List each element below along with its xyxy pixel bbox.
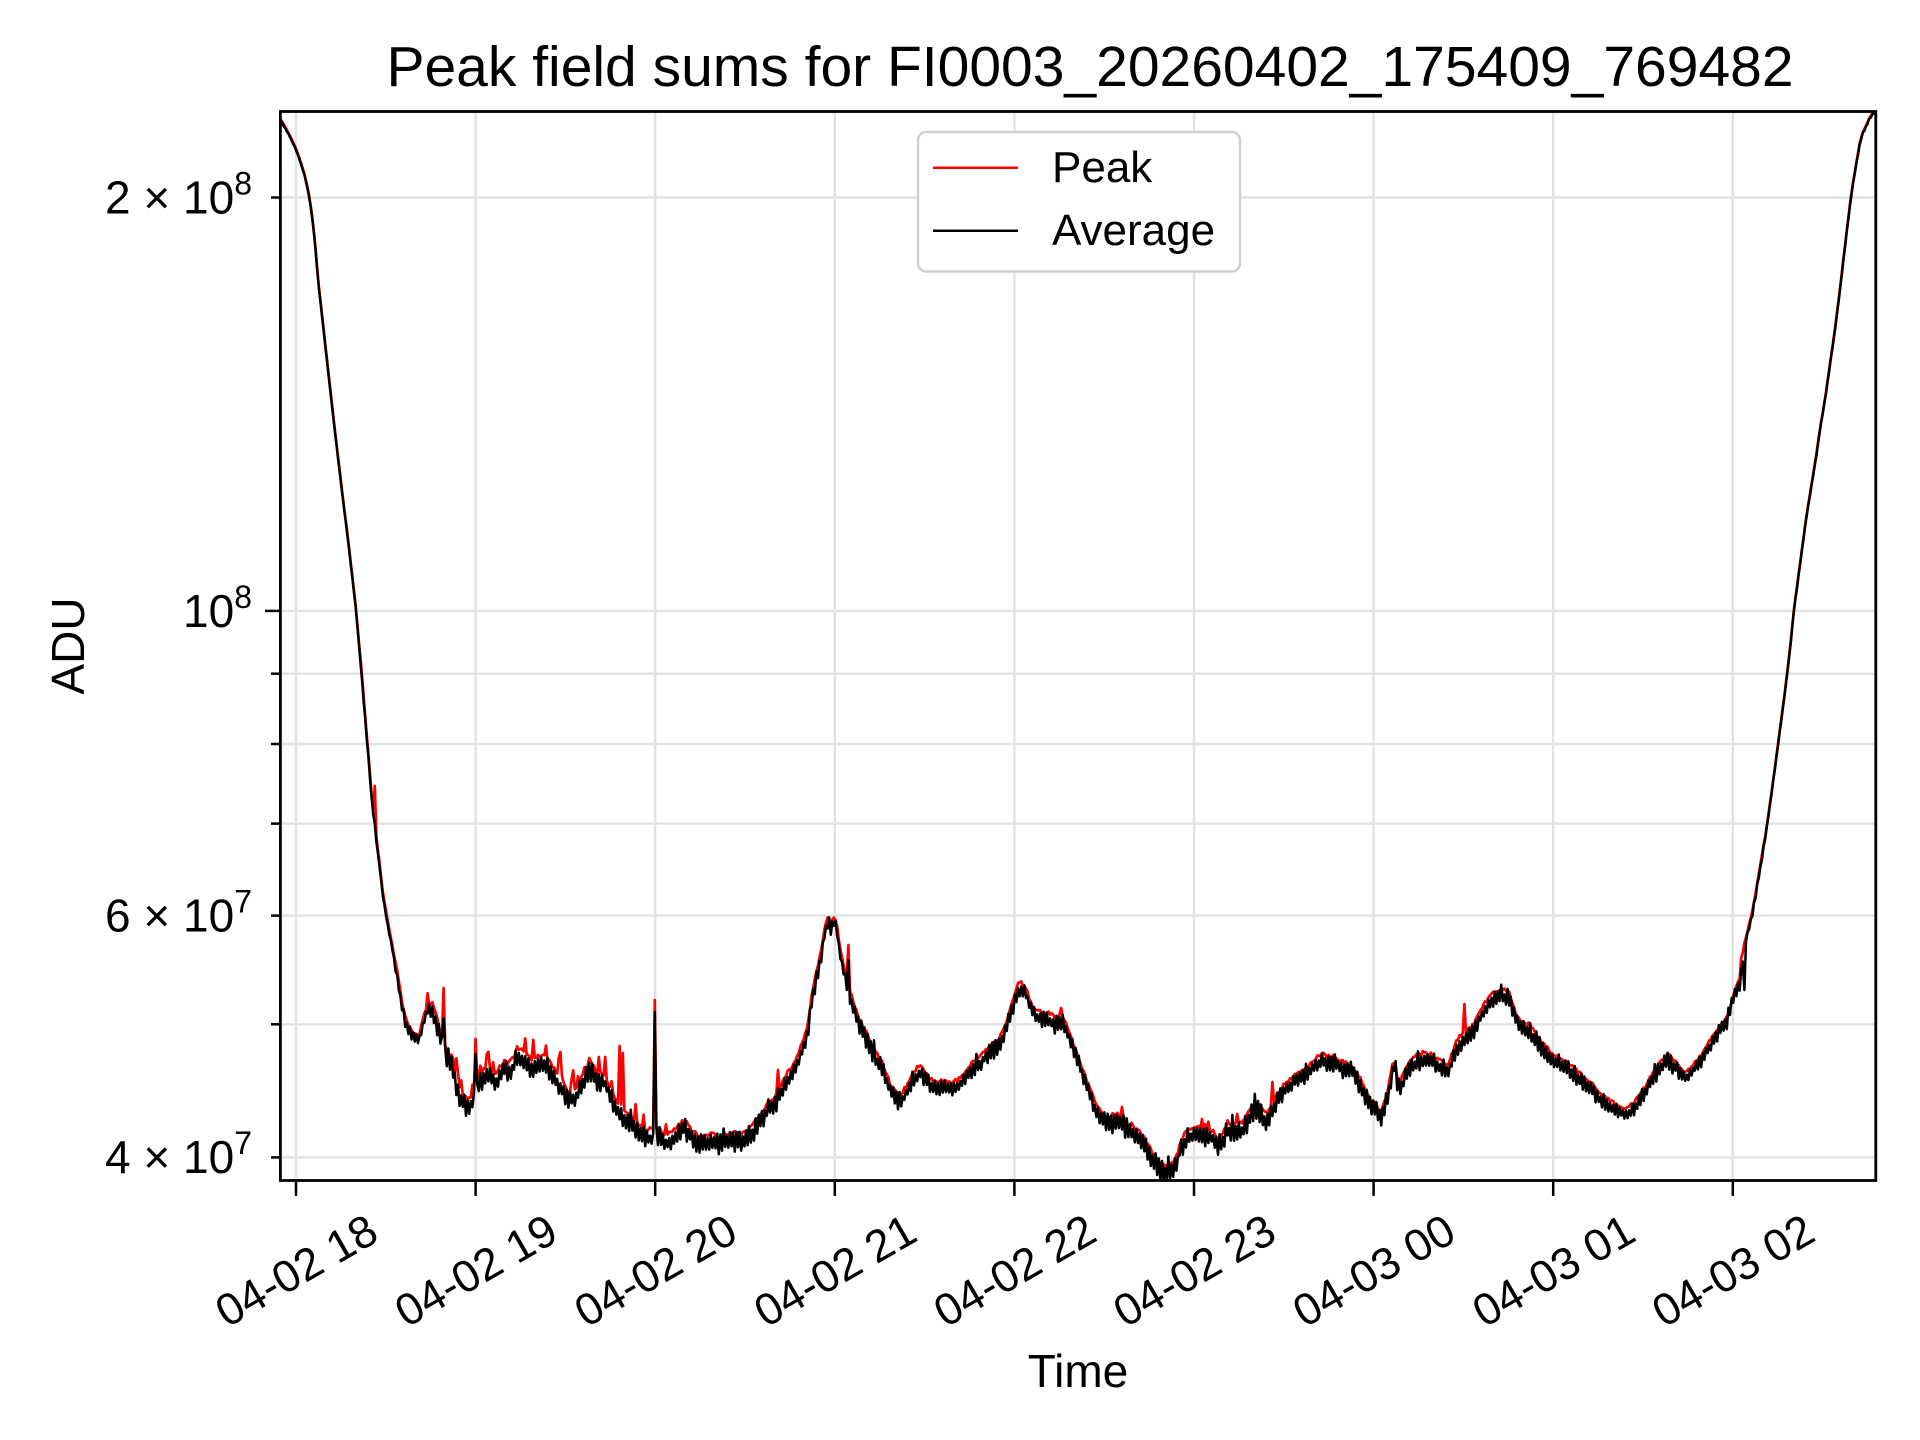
svg-text:4 × 107: 4 × 107 — [105, 1125, 252, 1183]
svg-text:Peak: Peak — [1052, 143, 1153, 192]
svg-text:Average: Average — [1052, 206, 1215, 255]
svg-text:2 × 108: 2 × 108 — [105, 166, 252, 224]
svg-text:Time: Time — [1028, 1345, 1129, 1397]
svg-text:ADU: ADU — [42, 597, 94, 694]
svg-text:6 × 107: 6 × 107 — [105, 884, 252, 942]
svg-text:Peak field sums for FI0003_202: Peak field sums for FI0003_20260402_1754… — [386, 35, 1793, 99]
